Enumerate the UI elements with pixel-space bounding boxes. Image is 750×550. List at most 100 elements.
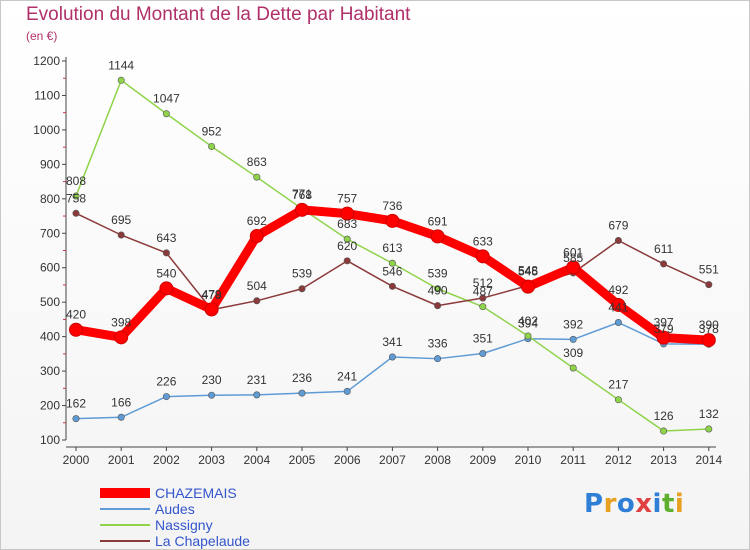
data-point-nassigny [343,235,351,243]
data-label-la-chapelaude: 758 [66,191,86,205]
data-label-la-chapelaude: 548 [518,264,538,278]
data-point-nassigny [208,142,216,150]
logo-letter: i [674,489,685,519]
data-point-chazemais [69,322,83,337]
data-label-nassigny: 952 [202,124,222,138]
data-label-audes: 336 [428,337,448,351]
data-point-chazemais [521,279,535,294]
data-label-la-chapelaude: 611 [654,242,673,256]
x-tick-label: 2002 [153,453,180,467]
data-point-la-chapelaude [343,257,351,265]
data-label-nassigny: 863 [247,155,267,169]
data-point-la-chapelaude [162,249,170,257]
y-tick-label: 200 [40,399,60,413]
data-label-nassigny: 808 [66,174,86,188]
logo-letter: o [616,489,636,519]
data-label-la-chapelaude: 512 [473,276,493,290]
data-label-chazemais: 390 [699,318,719,332]
chart-title: Evolution du Montant de la Dette par Hab… [26,4,411,25]
data-label-chazemais: 540 [156,266,176,280]
data-label-la-chapelaude: 620 [337,239,357,253]
data-label-la-chapelaude: 643 [156,231,176,245]
data-point-audes [253,391,261,399]
data-label-la-chapelaude: 679 [608,219,628,233]
data-label-nassigny: 487 [473,285,493,299]
x-tick-label: 2001 [108,453,135,467]
data-label-audes: 441 [608,301,628,315]
y-tick-label: 300 [40,364,60,378]
data-point-nassigny [660,427,668,435]
x-tick-label: 2003 [198,453,225,467]
proxiti-logo: Proxiti [584,489,684,519]
data-point-audes [162,393,170,401]
data-point-chazemais [611,297,626,312]
data-point-nassigny [614,396,622,404]
data-point-audes [614,319,622,327]
legend-label-chazemais: CHAZEMAIS [155,485,237,501]
data-label-la-chapelaude: 539 [292,267,312,281]
chart-unit: (en €) [26,29,58,43]
data-point-la-chapelaude [479,294,487,302]
data-point-la-chapelaude [434,302,442,310]
data-point-audes [117,413,125,421]
x-tick-label: 2011 [560,453,586,467]
logo-letter: i [652,489,662,519]
logo-letter: t [661,489,675,519]
data-label-audes: 236 [292,371,312,385]
data-point-nassigny [434,285,442,293]
x-tick-label: 2004 [243,453,270,467]
data-point-chazemais [656,330,671,345]
data-label-nassigny: 126 [654,409,674,423]
data-point-audes [434,355,442,363]
axes: 100 200 300 400 500 600 700 800 900 1000 1100 1200 2… [33,54,722,467]
data-label-chazemais: 397 [654,316,674,330]
data-label-audes: 378 [699,322,719,336]
data-point-audes [343,387,351,395]
data-point-audes [72,415,80,423]
logo-letter: P [584,489,604,519]
data-point-chazemais [159,281,174,296]
data-point-chazemais [114,330,129,345]
legend-swatch-nassigny [100,524,150,526]
x-tick-label: 2009 [469,453,496,467]
y-tick-label: 400 [40,330,60,344]
y-tick-label: 100 [40,433,60,447]
data-label-audes: 241 [337,369,357,383]
data-point-nassigny [162,110,170,118]
data-point-audes [569,335,577,343]
y-tick-label: 1200 [33,54,60,68]
data-label-chazemais: 492 [608,283,628,297]
data-label-chazemais: 633 [473,234,493,248]
data-label-chazemais: 420 [66,308,86,322]
y-tick-label: 600 [40,261,60,275]
data-label-chazemais: 757 [337,192,357,206]
data-label-chazemais: 692 [247,214,267,228]
data-labels: 420 398 540 479 692 768 757 736 691 633 545 601 492 3… [66,58,719,423]
data-label-la-chapelaude: 551 [699,263,719,277]
x-tick-label: 2012 [605,453,632,467]
data-label-audes: 379 [654,322,674,336]
data-point-nassigny [72,192,80,200]
data-label-audes: 230 [202,373,222,387]
data-label-audes: 162 [66,397,86,411]
y-tick-label: 500 [40,295,60,309]
legend-swatch-la-chapelaude [100,540,150,542]
legend-label-nassigny: Nassigny [155,517,213,533]
data-label-chazemais: 736 [382,199,402,213]
logo-letter: r [603,489,617,519]
data-point-nassigny [524,332,532,340]
data-point-la-chapelaude [253,297,261,305]
legend-swatch-audes [100,508,150,510]
data-label-chazemais: 479 [202,287,222,301]
data-point-nassigny [705,425,713,433]
data-label-audes: 231 [247,373,267,387]
data-point-chazemais [566,260,581,275]
data-point-chazemais [295,202,309,217]
data-point-audes [208,391,216,399]
data-label-nassigny: 402 [518,314,538,328]
data-label-audes: 166 [111,395,131,409]
data-label-nassigny: 539 [428,267,448,281]
data-point-chazemais [249,229,264,244]
data-label-nassigny: 132 [699,407,719,421]
x-tick-label: 2010 [515,453,542,467]
